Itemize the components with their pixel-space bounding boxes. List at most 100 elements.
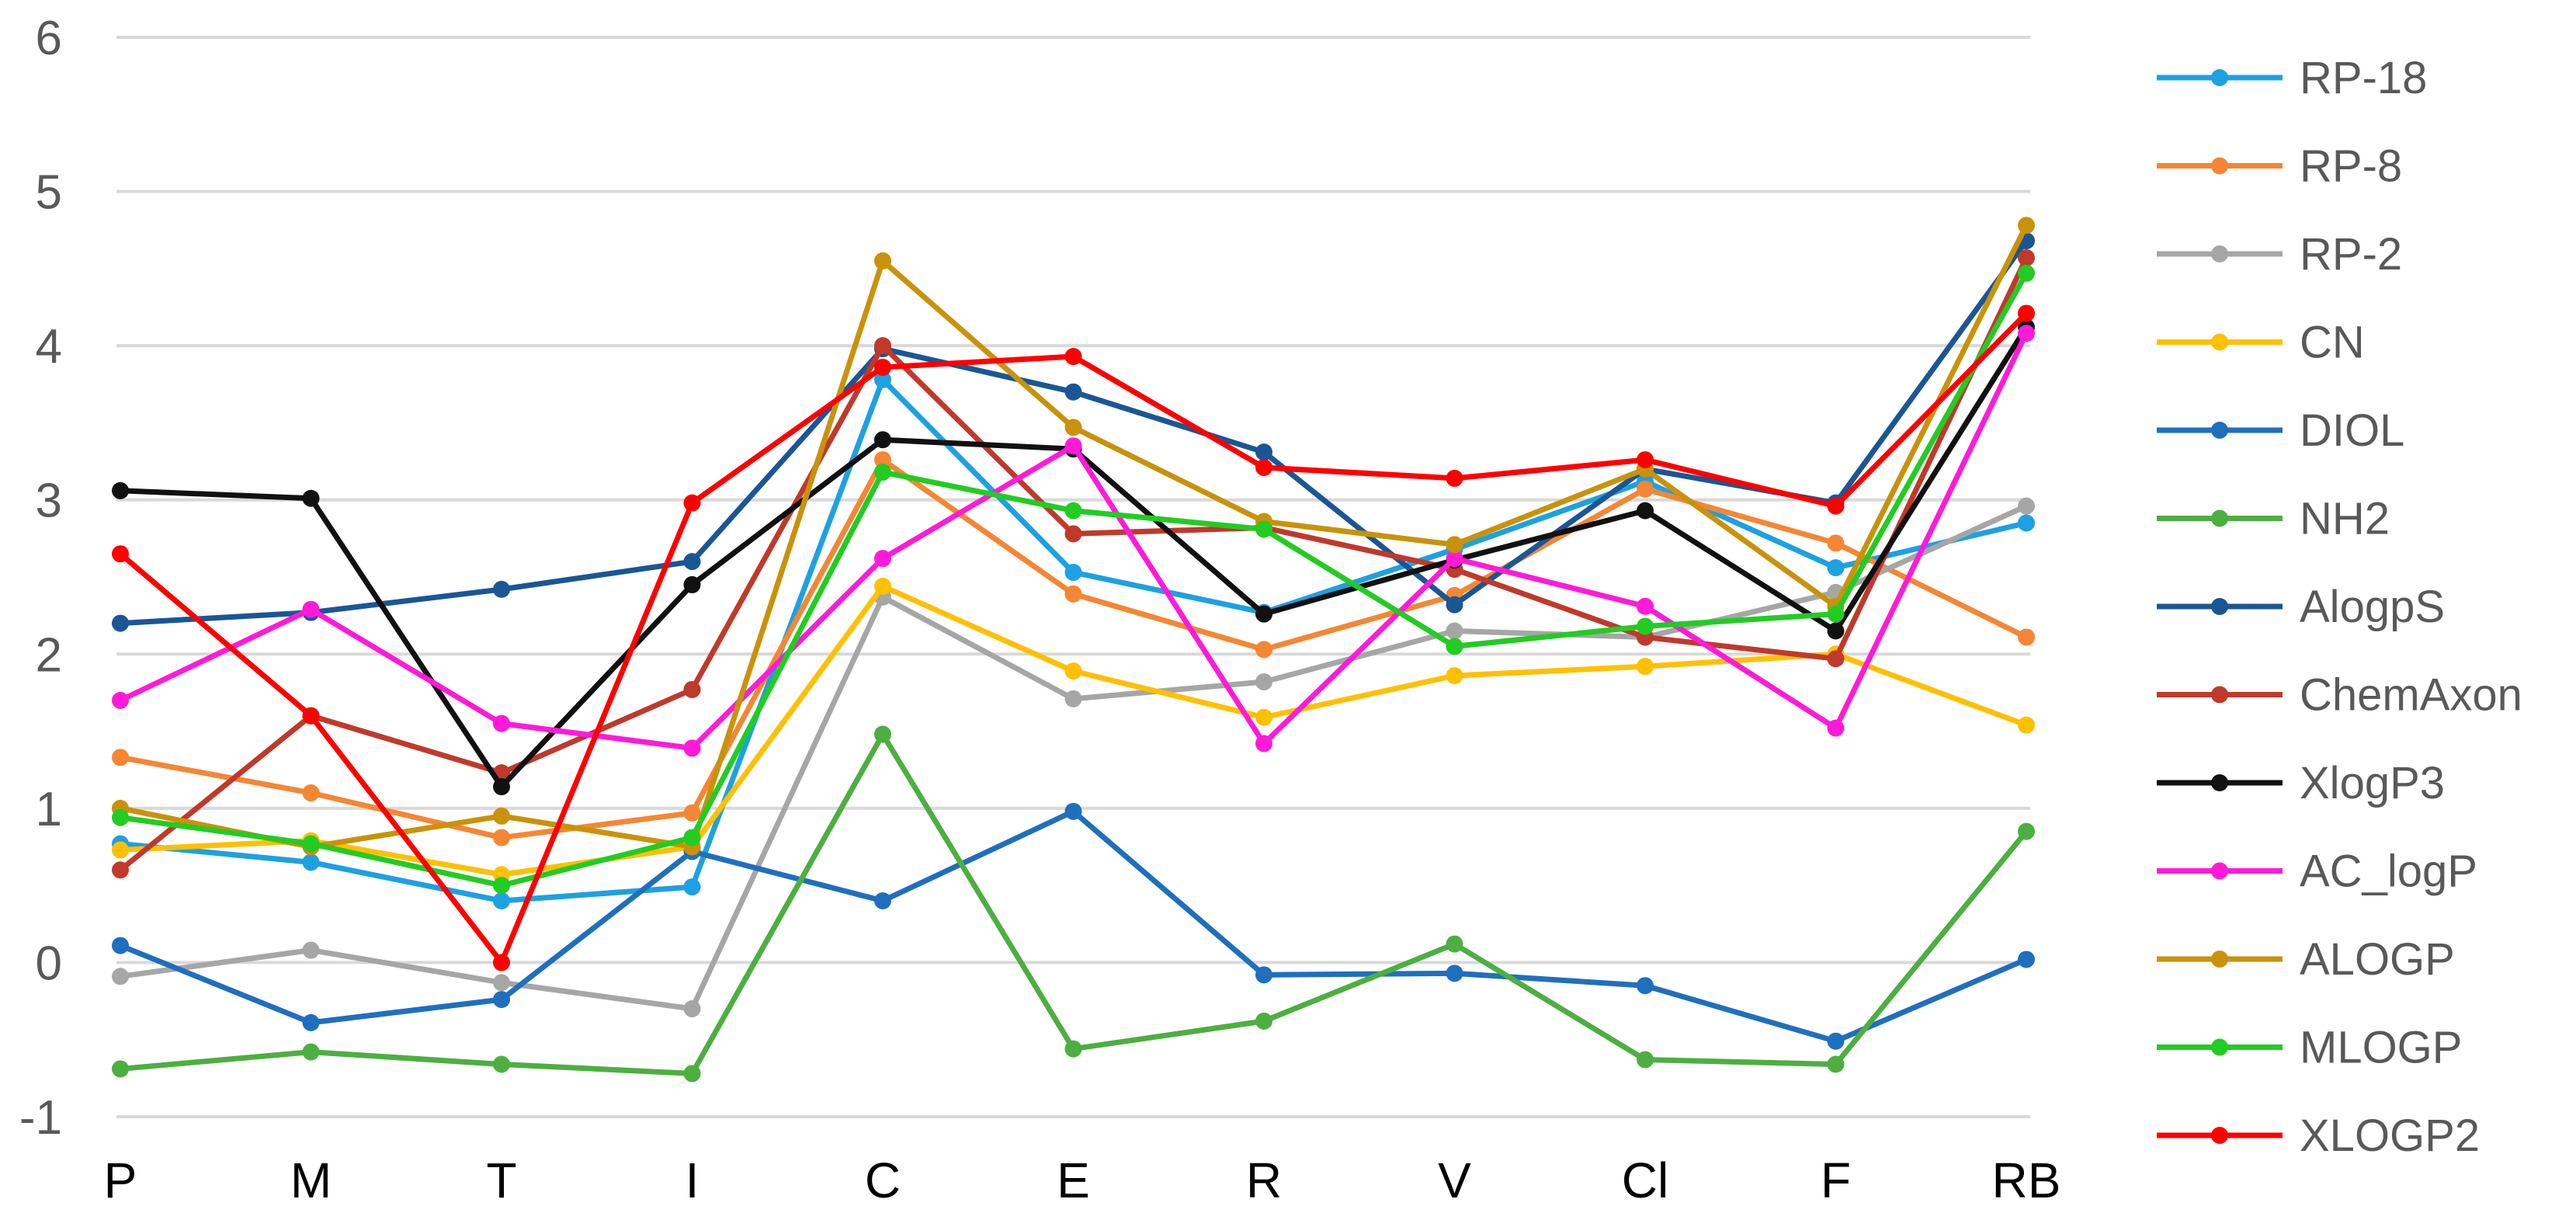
data-point xyxy=(1827,1032,1845,1050)
data-point xyxy=(493,991,510,1009)
series-lines xyxy=(112,217,2035,1083)
data-point xyxy=(1255,520,1272,538)
legend-item: RP-2 xyxy=(2157,229,2402,280)
data-point xyxy=(874,337,891,355)
legend-label: DIOL xyxy=(2300,405,2404,456)
data-point xyxy=(1255,605,1272,623)
data-point xyxy=(1255,641,1272,659)
data-point xyxy=(1255,443,1272,461)
data-point xyxy=(112,691,129,709)
data-point xyxy=(1827,719,1845,737)
data-point xyxy=(302,853,320,871)
data-point xyxy=(1255,459,1272,477)
data-point xyxy=(493,892,510,909)
legend-label: RP-8 xyxy=(2300,141,2402,192)
x-tick-label: RB xyxy=(1992,1152,2061,1208)
data-point xyxy=(1637,658,1654,676)
data-point xyxy=(493,580,510,598)
data-point xyxy=(683,804,701,822)
data-point xyxy=(112,937,129,954)
series-ac-logp xyxy=(112,325,2035,757)
data-point xyxy=(2018,217,2035,235)
data-point xyxy=(493,954,510,971)
legend: RP-18 RP-8 RP-2 CN DIOL NH2 AlogpS ChemAxon Xlog… xyxy=(2157,53,2522,1161)
y-tick-label: 4 xyxy=(36,320,62,374)
data-point xyxy=(874,451,891,469)
x-tick-label: M xyxy=(290,1152,332,1208)
data-point xyxy=(1827,650,1845,668)
legend-item: NH2 xyxy=(2157,494,2390,544)
data-point xyxy=(1637,502,1654,520)
data-point xyxy=(874,358,891,376)
series-line xyxy=(119,808,2028,1044)
data-point xyxy=(1255,673,1272,691)
legend-swatch-marker xyxy=(2211,774,2228,791)
series-xlogp2 xyxy=(112,304,2035,971)
data-point xyxy=(2018,249,2035,266)
data-point xyxy=(1064,690,1082,707)
data-point xyxy=(2018,304,2035,322)
data-point xyxy=(1827,559,1845,577)
data-point xyxy=(1446,622,1463,640)
series-rp-8 xyxy=(112,451,2035,846)
legend-swatch-marker xyxy=(2211,509,2228,527)
data-point xyxy=(874,725,891,743)
data-point xyxy=(1064,383,1082,401)
legend-swatch-marker xyxy=(2211,69,2228,86)
data-point xyxy=(302,941,320,959)
data-point xyxy=(2018,325,2035,342)
data-point xyxy=(112,861,129,879)
y-tick-label: 2 xyxy=(36,628,62,682)
data-point xyxy=(683,1065,701,1083)
legend-label: NH2 xyxy=(2300,494,2390,544)
data-point xyxy=(1064,564,1082,582)
data-point xyxy=(1827,534,1845,552)
x-tick-label: E xyxy=(1057,1152,1090,1208)
legend-swatch-marker xyxy=(2211,686,2228,704)
data-point xyxy=(683,829,701,846)
data-point xyxy=(1064,525,1082,543)
legend-swatch-marker xyxy=(2211,862,2228,880)
data-point xyxy=(493,807,510,825)
x-tick-label: T xyxy=(486,1152,516,1208)
data-point xyxy=(302,1043,320,1061)
legend-swatch-marker xyxy=(2211,1038,2228,1056)
data-point xyxy=(302,1013,320,1031)
series-line xyxy=(120,503,2028,1012)
data-point xyxy=(493,974,510,992)
data-point xyxy=(683,553,701,571)
legend-label: RP-18 xyxy=(2300,53,2427,103)
legend-label: XlogP3 xyxy=(2300,758,2445,808)
legend-swatch-marker xyxy=(2211,951,2228,968)
data-point xyxy=(683,1000,701,1017)
legend-swatch-marker xyxy=(2211,422,2228,439)
data-point xyxy=(112,841,129,859)
data-point xyxy=(302,489,320,507)
data-point xyxy=(493,877,510,895)
y-tick-label: -1 xyxy=(19,1091,62,1145)
y-tick-label: 6 xyxy=(36,12,62,65)
legend-item: XLOGP2 xyxy=(2157,1111,2480,1161)
legend-swatch-marker xyxy=(2211,598,2228,615)
legend-item: ALOGP xyxy=(2157,934,2455,985)
data-point xyxy=(1446,469,1463,487)
data-point xyxy=(874,550,891,568)
data-point xyxy=(302,707,320,725)
data-point xyxy=(1827,622,1845,640)
data-point xyxy=(1255,966,1272,984)
legend-label: AC_logP xyxy=(2300,846,2477,897)
data-point xyxy=(493,778,510,796)
legend-item: XlogP3 xyxy=(2157,758,2445,808)
data-point xyxy=(1255,735,1272,753)
data-point xyxy=(874,252,891,269)
legend-label: XLOGP2 xyxy=(2300,1111,2480,1161)
data-point xyxy=(112,481,129,499)
data-point xyxy=(2018,497,2035,515)
legend-swatch-marker xyxy=(2211,333,2228,351)
data-point xyxy=(1637,617,1654,635)
data-point xyxy=(1827,1055,1845,1073)
data-point xyxy=(874,892,891,909)
data-point xyxy=(1637,1051,1654,1069)
legend-item: DIOL xyxy=(2157,405,2404,456)
data-point xyxy=(1064,502,1082,520)
